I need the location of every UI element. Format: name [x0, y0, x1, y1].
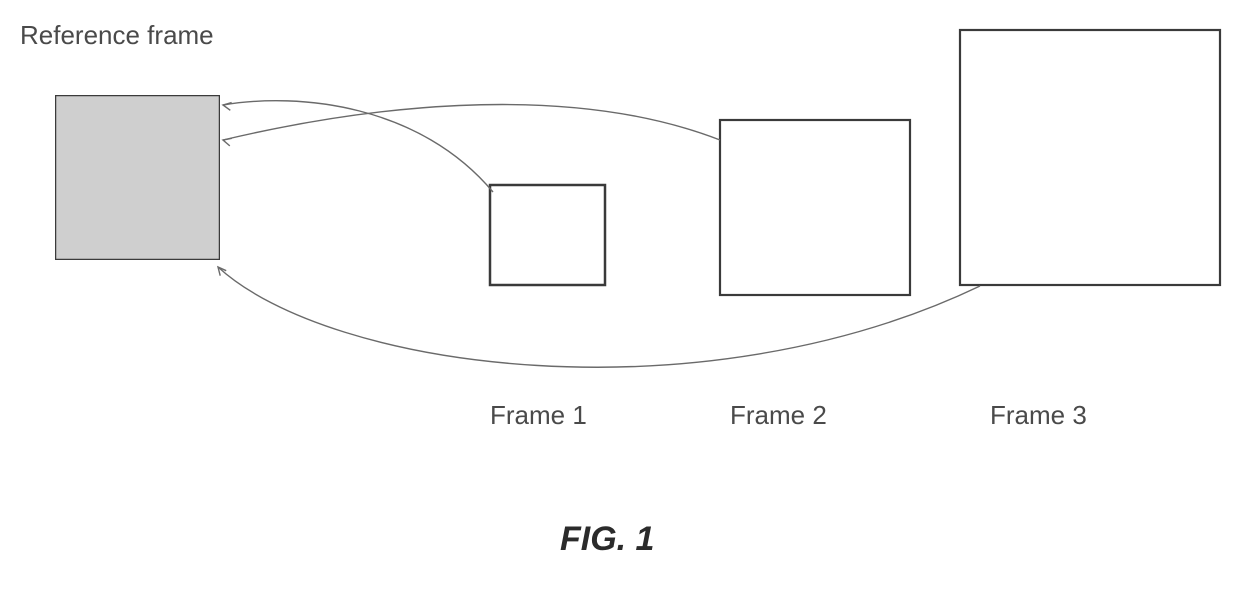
frame-2-rect — [720, 120, 910, 295]
frame-2-label: Frame 2 — [730, 400, 827, 431]
frame-1-rect — [490, 185, 605, 285]
reference-frame-rect — [55, 95, 220, 260]
figure-caption: FIG. 1 — [560, 520, 654, 559]
frame-3-rect — [960, 30, 1220, 285]
arrow-frame2-to-reference — [223, 105, 720, 146]
reference-frame-label: Reference frame — [20, 20, 214, 51]
frame-1-label: Frame 1 — [490, 400, 587, 431]
frame-3-label: Frame 3 — [990, 400, 1087, 431]
